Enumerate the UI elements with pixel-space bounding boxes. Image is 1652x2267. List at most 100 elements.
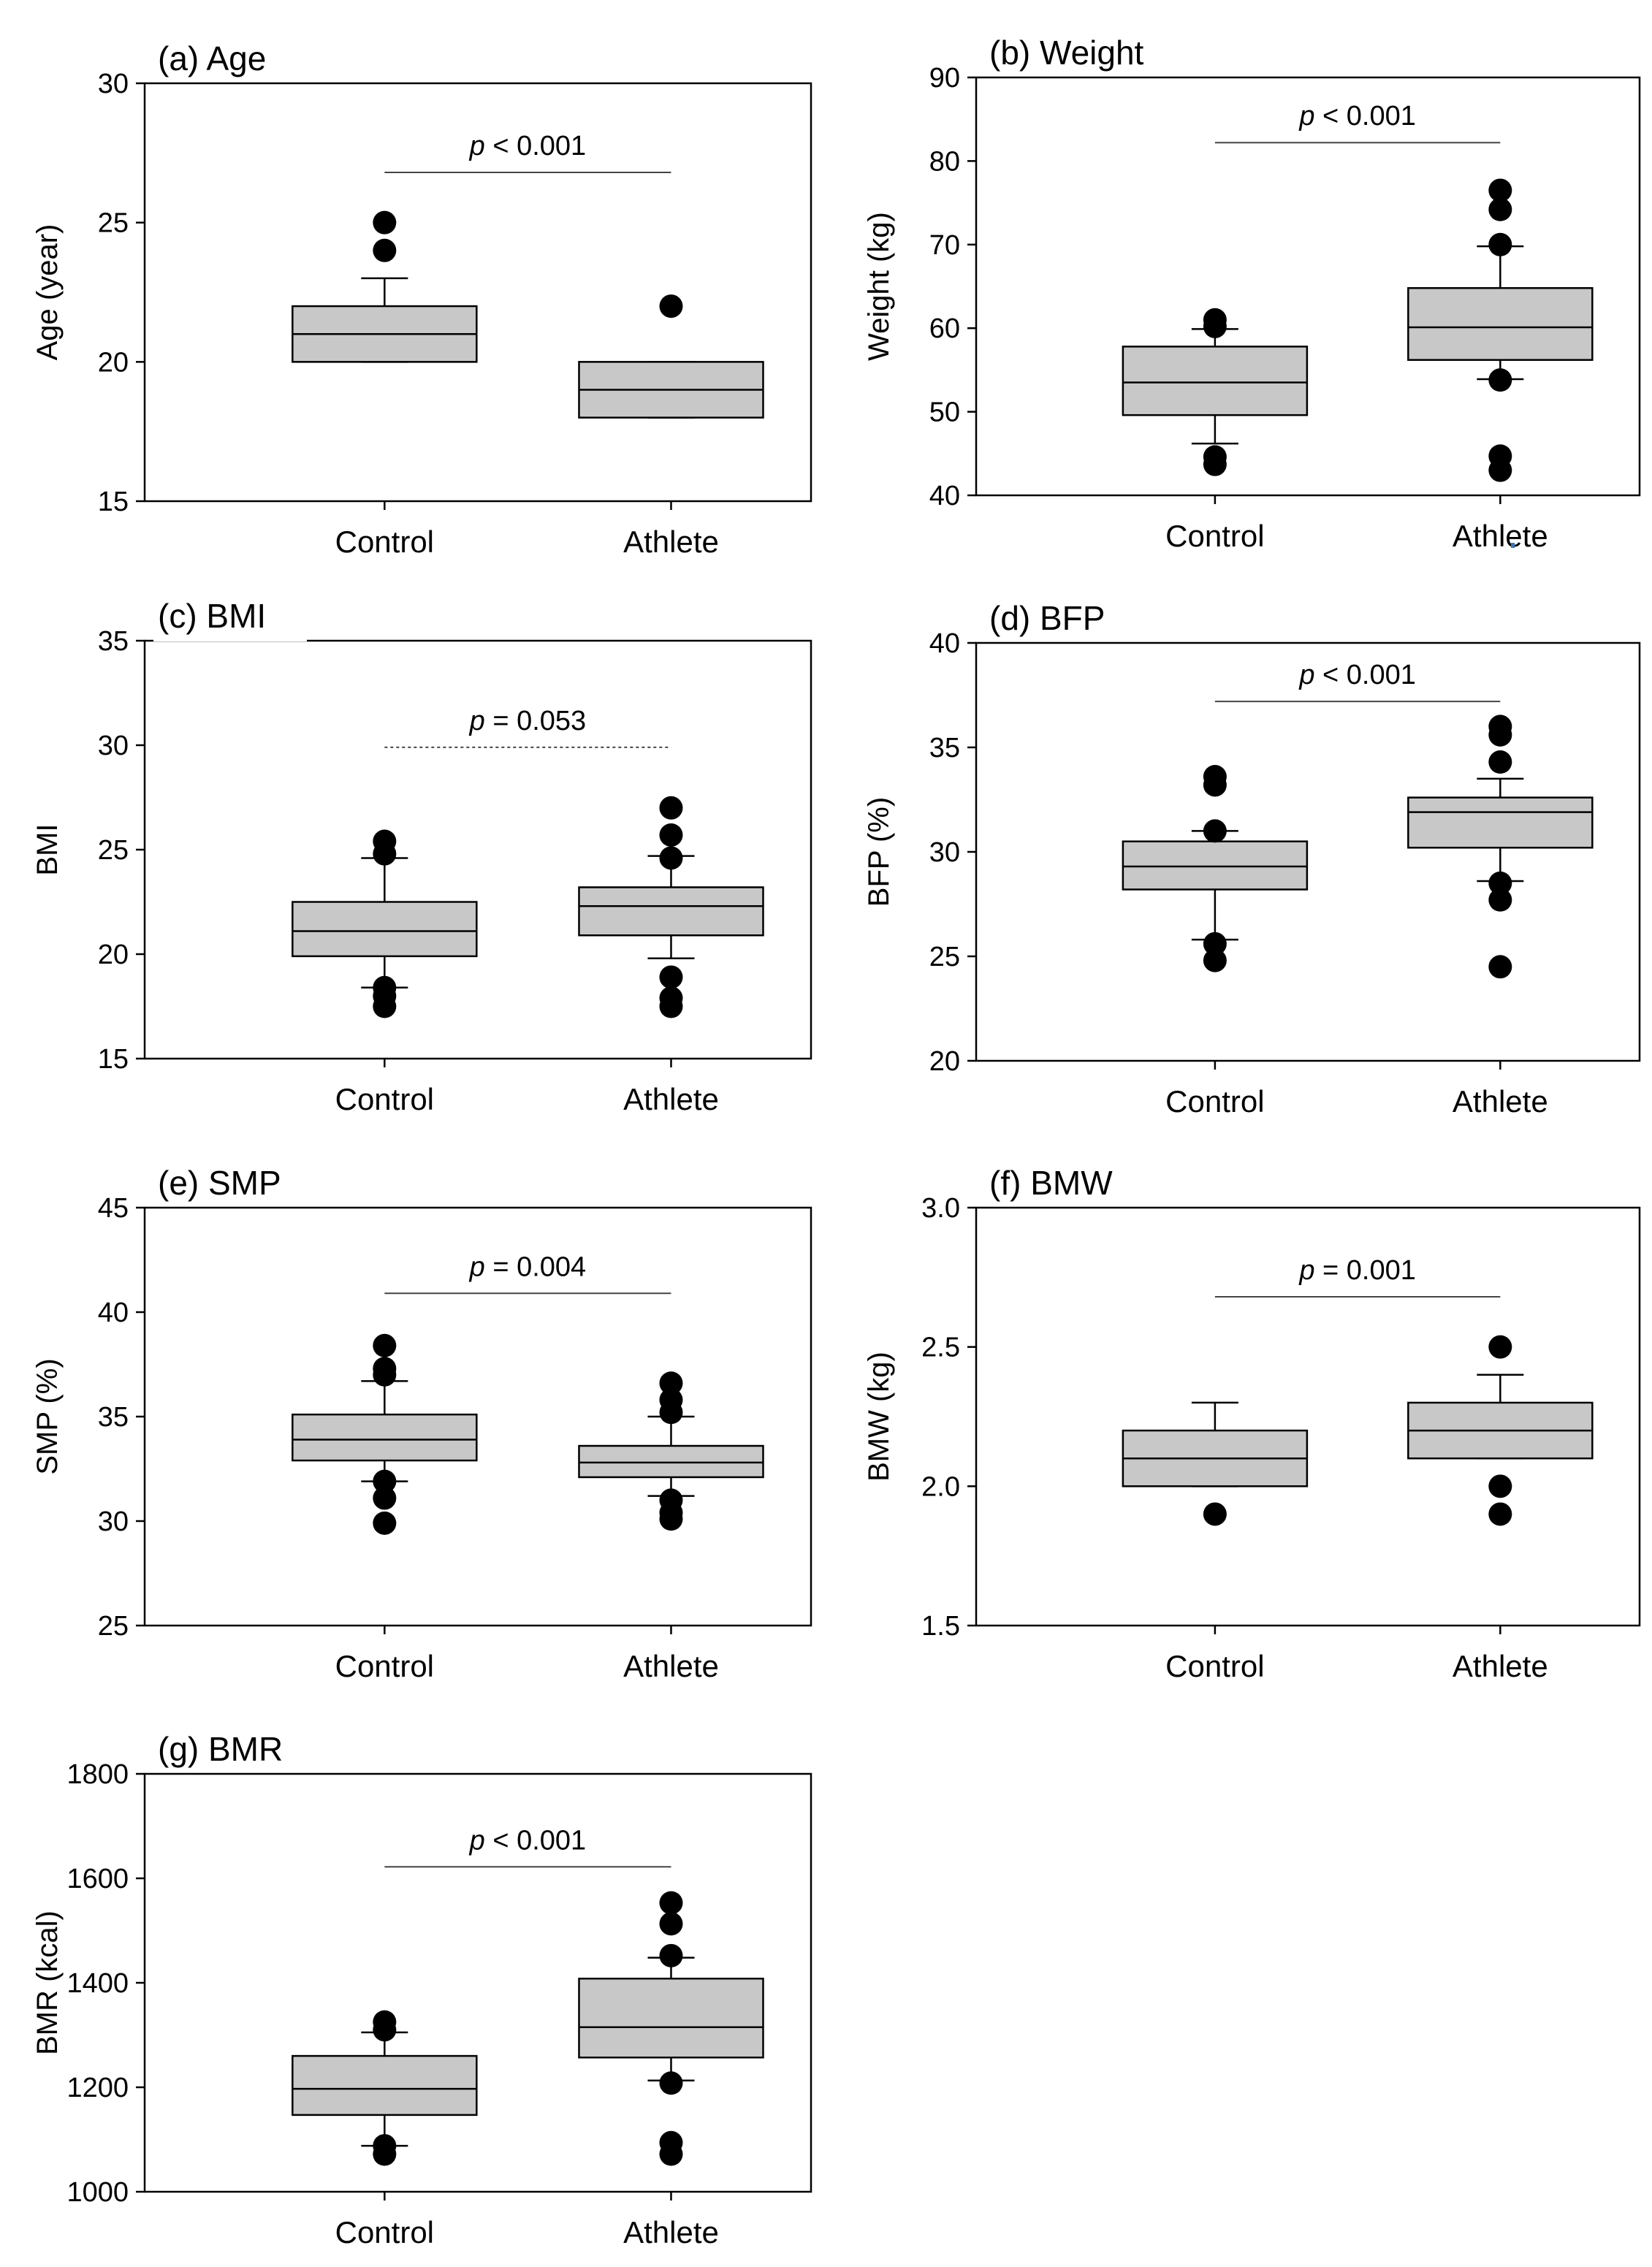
outlier-point bbox=[373, 1333, 397, 1357]
panel-g: (g) BMR 1000 1200 1400 1600 1800 BMR (kcal) Con… bbox=[31, 1730, 812, 2249]
y-tick-label: 50 bbox=[929, 397, 960, 428]
panel-title: (f) BMW bbox=[989, 1164, 1113, 1202]
y-tick-label: 25 bbox=[929, 942, 960, 972]
y-tick-label: 40 bbox=[98, 1298, 129, 1328]
y-tick-label: 15 bbox=[98, 1044, 129, 1075]
box-athlete bbox=[1407, 178, 1594, 482]
box-control bbox=[1122, 1401, 1309, 1526]
y-tick-label: 3.0 bbox=[921, 1193, 960, 1224]
y-tick-label: 35 bbox=[929, 733, 960, 763]
outlier-point bbox=[373, 1511, 397, 1535]
y-tick-label: 60 bbox=[929, 313, 960, 344]
outlier-point bbox=[659, 294, 683, 319]
outlier-point bbox=[373, 210, 397, 235]
outlier-point bbox=[1203, 445, 1227, 469]
outlier-point bbox=[373, 1469, 397, 1493]
outlier-point bbox=[373, 829, 397, 853]
panel-a: (a) Age 15 20 25 30 Age (year) Control Athlete p… bbox=[31, 39, 812, 559]
y-axis-label: Weight (kg) bbox=[863, 212, 895, 361]
box-control bbox=[1122, 308, 1309, 476]
y-tick-label: 20 bbox=[98, 347, 129, 378]
outlier-point bbox=[659, 823, 683, 847]
y-tick-label: 15 bbox=[98, 487, 129, 517]
outlier-point bbox=[1203, 819, 1227, 843]
y-tick-label: 1.5 bbox=[921, 1611, 960, 1642]
y-tick-label: 25 bbox=[98, 1611, 129, 1642]
outlier-point bbox=[1488, 368, 1512, 392]
y-tick-label: 35 bbox=[98, 626, 129, 657]
y-axis-label: BMI bbox=[31, 823, 64, 875]
y-axis-label: SMP (%) bbox=[31, 1358, 64, 1474]
category-label-athlete: Athlete bbox=[1453, 519, 1548, 553]
p-value-text: < 0.001 bbox=[1314, 660, 1415, 690]
p-symbol: p bbox=[1298, 660, 1314, 690]
p-value-text: = 0.001 bbox=[1314, 1255, 1415, 1286]
p-symbol: p bbox=[1298, 1255, 1314, 1286]
y-tick-label: 90 bbox=[929, 63, 960, 94]
y-tick-label: 1800 bbox=[66, 1759, 129, 1790]
p-symbol: p bbox=[1298, 101, 1314, 132]
outlier-point bbox=[1203, 931, 1227, 956]
outlier-point bbox=[659, 796, 683, 820]
y-tick-label: 20 bbox=[98, 940, 129, 970]
y-tick-label: 20 bbox=[929, 1046, 960, 1077]
y-tick-label: 30 bbox=[929, 837, 960, 868]
category-label-athlete: Athlete bbox=[623, 2215, 719, 2249]
outlier-point bbox=[659, 1891, 683, 1915]
box-control bbox=[292, 1333, 478, 1535]
outlier-point bbox=[1488, 871, 1512, 895]
outlier-point bbox=[1488, 444, 1512, 468]
outlier-point bbox=[659, 1912, 683, 1936]
outlier-point bbox=[373, 1357, 397, 1381]
box-control bbox=[292, 210, 478, 363]
p-value-label: p < 0.001 bbox=[469, 131, 587, 161]
y-tick-label: 25 bbox=[98, 208, 129, 239]
outlier-point bbox=[373, 2010, 397, 2034]
y-tick-label: 80 bbox=[929, 146, 960, 177]
stray-mark bbox=[1511, 543, 1515, 548]
y-tick-label: 1600 bbox=[66, 1864, 129, 1894]
box-control bbox=[1122, 765, 1309, 972]
panel-title: (e) SMP bbox=[158, 1164, 281, 1202]
outlier-point bbox=[1488, 197, 1512, 221]
p-value-label: p = 0.004 bbox=[469, 1251, 587, 1282]
p-symbol: p bbox=[469, 131, 485, 161]
outlier-point bbox=[373, 1486, 397, 1510]
outlier-point bbox=[1203, 765, 1227, 789]
panel-title: (g) BMR bbox=[158, 1730, 283, 1768]
outlier-point bbox=[1203, 1502, 1227, 1526]
outlier-point bbox=[373, 2134, 397, 2158]
outlier-point bbox=[659, 1388, 683, 1412]
outlier-point bbox=[1488, 232, 1512, 256]
category-label-athlete: Athlete bbox=[1453, 1084, 1548, 1119]
p-value-label: p < 0.001 bbox=[1298, 101, 1416, 132]
iqr-box bbox=[578, 1444, 764, 1479]
category-label-control: Control bbox=[335, 1082, 434, 1116]
category-label-control: Control bbox=[335, 2215, 434, 2249]
outlier-point bbox=[1488, 955, 1512, 979]
y-tick-label: 70 bbox=[929, 230, 960, 261]
outlier-point bbox=[659, 2071, 683, 2095]
box-athlete bbox=[578, 796, 764, 1018]
box-control bbox=[292, 829, 478, 1018]
iqr-box bbox=[292, 2054, 478, 2116]
plot-frame bbox=[143, 639, 812, 1060]
category-label-athlete: Athlete bbox=[623, 1082, 719, 1116]
outlier-point bbox=[659, 1488, 683, 1512]
p-symbol: p bbox=[469, 1251, 485, 1282]
iqr-box bbox=[292, 1413, 478, 1462]
y-axis-label: BMW (kg) bbox=[863, 1352, 895, 1482]
y-tick-label: 2.5 bbox=[921, 1333, 960, 1363]
outlier-point bbox=[1488, 888, 1512, 912]
outlier-point bbox=[373, 975, 397, 999]
y-axis-label: BFP (%) bbox=[863, 797, 895, 907]
outlier-point bbox=[659, 1371, 683, 1395]
y-axis-label: Age (year) bbox=[31, 224, 64, 361]
p-value-text: = 0.053 bbox=[485, 706, 586, 736]
category-label-control: Control bbox=[335, 525, 434, 559]
p-value-text: = 0.004 bbox=[485, 1251, 586, 1282]
category-label-athlete: Athlete bbox=[1453, 1649, 1548, 1683]
category-label-athlete: Athlete bbox=[623, 1649, 719, 1683]
y-tick-label: 30 bbox=[98, 69, 129, 99]
